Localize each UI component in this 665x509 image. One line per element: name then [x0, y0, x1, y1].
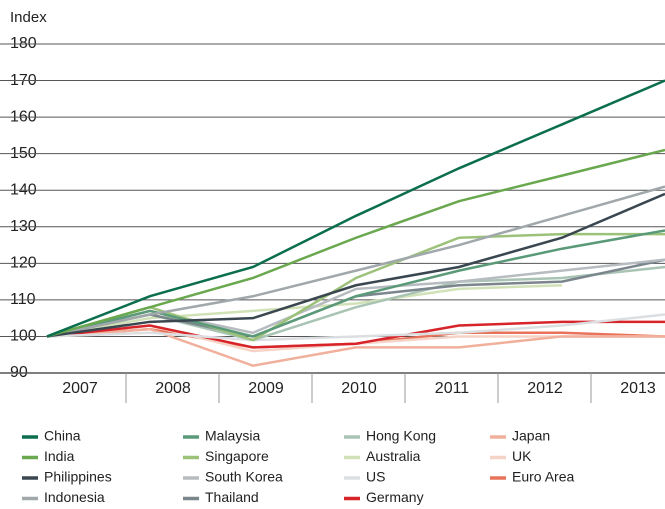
x-tick-label: 2011	[435, 380, 470, 397]
legend-label: China	[44, 428, 81, 444]
legend-label: Thailand	[205, 489, 259, 505]
legend-label: Japan	[512, 428, 550, 444]
legend-label: Germany	[366, 489, 424, 505]
x-tick-label: 2012	[527, 380, 563, 397]
series-line	[46, 192, 665, 338]
series-line	[46, 327, 665, 367]
legend-label: Indonesia	[44, 489, 105, 505]
legend-label: India	[44, 448, 75, 464]
legend-label: US	[366, 469, 385, 485]
series-line	[46, 148, 665, 338]
x-tick-label: 2010	[341, 380, 377, 397]
x-tick-label: 2013	[620, 380, 656, 397]
legend-label: Philippines	[44, 469, 112, 485]
legend-label: South Korea	[205, 469, 283, 485]
series-line	[46, 320, 665, 349]
series-line	[46, 313, 665, 342]
legend-label: Euro Area	[512, 469, 574, 485]
series-line	[46, 229, 665, 338]
x-tick-label: 2009	[248, 380, 284, 397]
legend-label: Hong Kong	[366, 428, 436, 444]
series-line	[46, 284, 563, 338]
x-tick-label: 2008	[155, 380, 191, 397]
legend-label: Australia	[366, 448, 421, 464]
series-line	[46, 79, 665, 338]
legend-label: UK	[512, 448, 532, 464]
legend-label: Malaysia	[205, 428, 260, 444]
series-line	[46, 185, 665, 338]
legend-label: Singapore	[205, 448, 269, 464]
x-tick-label: 2007	[62, 380, 98, 397]
y-axis-label: Index	[10, 9, 47, 26]
